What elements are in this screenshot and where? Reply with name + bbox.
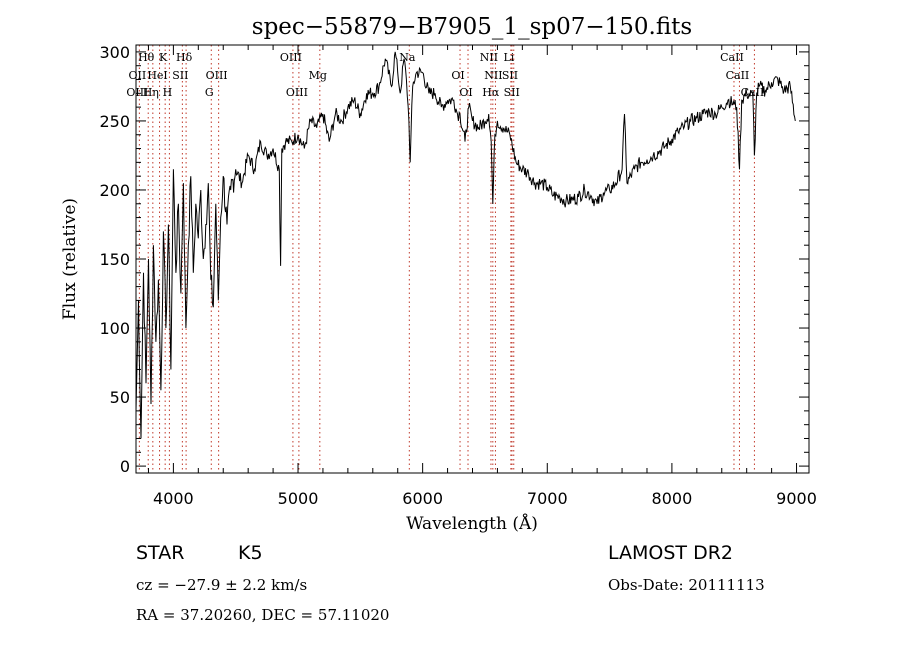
y-tick-label-1: 50 [110,388,130,407]
line-label-20: OIII [286,86,308,99]
line-label-16: OIII [126,86,148,99]
line-label-12: OI [451,69,464,82]
line-label-0: Hθ [138,51,155,64]
line-markers [138,45,755,473]
y-axis-ticks: 0 50 100 150 200 250 300 [99,43,809,476]
line-label-25: Na [399,51,416,64]
object-class: STAR [136,542,184,564]
x-tick-label-3: 7000 [527,489,568,508]
x-tick-label-0: 4000 [153,489,194,508]
line-label-6: CaII [720,51,744,64]
line-label-19: G [205,86,214,99]
y-tick-label-4: 200 [99,181,130,200]
x-tick-label-4: 8000 [652,489,693,508]
x-tick-label-1: 5000 [278,489,319,508]
x-tick-label-2: 6000 [402,489,443,508]
y-tick-label-6: 300 [99,43,130,62]
line-label-18: H [163,86,173,99]
line-label-10: OIII [206,69,228,82]
line-label-15: CaII [726,69,750,82]
line-label-22: Hα [482,86,500,99]
redshift-text: cz = −27.9 ± 2.2 km/s [136,576,307,594]
y-tick-label-2: 100 [99,319,130,338]
line-label-23: SII [504,86,520,99]
line-label-5: Li [503,51,514,64]
line-label-2: Hδ [176,51,193,64]
x-axis-label: Wavelength (Å) [406,513,538,534]
x-axis-ticks: 4000 5000 6000 7000 8000 9000 [147,45,817,508]
spectral-subclass: K5 [238,542,263,564]
line-label-4: NII [480,51,498,64]
line-label-9: SII [172,69,188,82]
line-label-21: OI [459,86,472,99]
line-label-7: OII [129,69,147,82]
obs-date: Obs-Date: 20111113 [608,576,765,594]
line-label-11: Mg [309,69,327,82]
chart-title: spec−55879−B7905_1_sp07−150.fits [252,14,692,40]
line-label-1: K [159,51,168,64]
spectrum-line [135,51,796,439]
coordinates: RA = 37.20260, DEC = 57.11020 [136,606,389,624]
y-axis-label: Flux (relative) [60,198,80,320]
line-label-14: SII [502,69,518,82]
y-tick-label-0: 0 [120,457,130,476]
line-label-13: NII [484,69,502,82]
survey-name: LAMOST DR2 [608,542,733,564]
x-tick-label-5: 9000 [776,489,817,508]
line-label-17: Hη [143,86,159,99]
line-label-3: OIII [280,51,302,64]
line-label-8: HeI [147,69,167,82]
y-tick-label-5: 250 [99,112,130,131]
y-tick-label-3: 150 [99,250,130,269]
